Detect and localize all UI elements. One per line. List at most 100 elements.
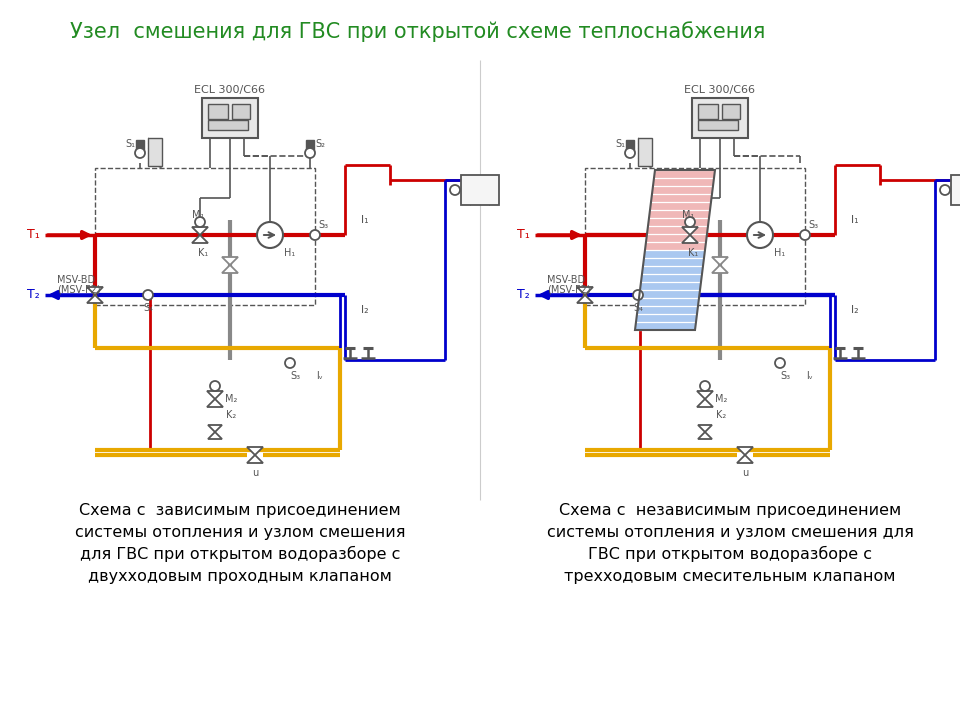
Text: Узел  смешения для ГВС при открытой схеме теплоснабжения: Узел смешения для ГВС при открытой схеме…: [70, 22, 765, 42]
Polygon shape: [247, 447, 263, 455]
Circle shape: [135, 148, 145, 158]
Text: u: u: [742, 468, 748, 478]
Circle shape: [143, 290, 153, 300]
Text: Схема с  зависимым присоединением: Схема с зависимым присоединением: [79, 503, 401, 518]
Bar: [461, 175, 499, 205]
Bar: [148, 138, 162, 166]
Text: T₂: T₂: [517, 289, 530, 302]
Text: M₂: M₂: [715, 394, 727, 404]
Bar: [722, 104, 740, 119]
Text: K₂: K₂: [716, 410, 726, 420]
Text: lᵥ: lᵥ: [806, 371, 813, 381]
Text: u: u: [252, 468, 258, 478]
Polygon shape: [207, 399, 223, 407]
Text: M₁: M₁: [682, 210, 694, 220]
Text: для ГВС при открытом водоразборе с: для ГВС при открытом водоразборе с: [80, 546, 400, 562]
Bar: [698, 120, 738, 130]
Circle shape: [940, 185, 950, 195]
Text: M₂: M₂: [225, 394, 237, 404]
Circle shape: [195, 217, 205, 227]
Circle shape: [625, 148, 635, 158]
Polygon shape: [207, 391, 223, 399]
Polygon shape: [87, 295, 103, 303]
Bar: [638, 138, 652, 166]
Circle shape: [285, 358, 295, 368]
Text: K₂: K₂: [226, 410, 236, 420]
Text: S₃: S₃: [808, 220, 818, 230]
Text: MSV-BD: MSV-BD: [57, 275, 95, 285]
Polygon shape: [697, 399, 713, 407]
Polygon shape: [192, 227, 208, 235]
Text: H₁: H₁: [775, 248, 785, 258]
Bar: [306, 140, 314, 152]
Circle shape: [633, 290, 643, 300]
Text: (MSV-F2): (MSV-F2): [57, 285, 101, 295]
Text: системы отопления и узлом смешения для: системы отопления и узлом смешения для: [546, 524, 913, 539]
Polygon shape: [698, 425, 712, 432]
Text: MSV-BD: MSV-BD: [547, 275, 586, 285]
Text: ECL 300/C66: ECL 300/C66: [195, 85, 266, 95]
Polygon shape: [87, 287, 103, 295]
Text: трехходовым смесительным клапаном: трехходовым смесительным клапаном: [564, 569, 896, 583]
Polygon shape: [682, 235, 698, 243]
Text: T₁: T₁: [27, 228, 40, 241]
Polygon shape: [737, 447, 753, 455]
Bar: [585, 168, 805, 305]
Bar: [136, 140, 144, 152]
Bar: [692, 98, 748, 138]
Polygon shape: [712, 257, 728, 265]
Polygon shape: [682, 227, 698, 235]
Circle shape: [685, 217, 695, 227]
Polygon shape: [645, 170, 715, 250]
Text: T₁: T₁: [517, 228, 530, 241]
Text: S₁: S₁: [615, 139, 625, 149]
Circle shape: [450, 185, 460, 195]
Polygon shape: [712, 265, 728, 273]
Text: T₂: T₂: [27, 289, 40, 302]
Text: l₁: l₁: [852, 215, 859, 225]
Polygon shape: [222, 257, 238, 265]
Polygon shape: [697, 391, 713, 399]
Text: ГВС при открытом водоразборе с: ГВС при открытом водоразборе с: [588, 546, 872, 562]
Polygon shape: [698, 432, 712, 439]
Text: ECL 300/C66: ECL 300/C66: [684, 85, 756, 95]
Text: S₂: S₂: [315, 139, 325, 149]
Text: S₁: S₁: [125, 139, 135, 149]
Bar: [202, 98, 258, 138]
Circle shape: [800, 230, 810, 240]
Circle shape: [747, 222, 773, 248]
Circle shape: [775, 358, 785, 368]
Text: M₁: M₁: [192, 210, 204, 220]
Circle shape: [210, 381, 220, 391]
Text: системы отопления и узлом смешения: системы отопления и узлом смешения: [75, 524, 405, 539]
Bar: [208, 104, 228, 119]
Bar: [626, 140, 634, 152]
Polygon shape: [208, 425, 222, 432]
Text: S₃: S₃: [318, 220, 328, 230]
Text: Схема с  независимым присоединением: Схема с независимым присоединением: [559, 503, 901, 518]
Text: S₄: S₄: [633, 303, 643, 313]
Polygon shape: [247, 455, 263, 463]
Polygon shape: [577, 287, 593, 295]
Text: l₂: l₂: [852, 305, 859, 315]
Circle shape: [310, 230, 320, 240]
Circle shape: [700, 381, 710, 391]
Text: (MSV-F2): (MSV-F2): [547, 285, 590, 295]
Polygon shape: [208, 432, 222, 439]
Text: l₂: l₂: [361, 305, 369, 315]
Text: lᵥ: lᵥ: [317, 371, 324, 381]
Text: K₁: K₁: [198, 248, 208, 258]
Polygon shape: [577, 295, 593, 303]
Bar: [95, 168, 315, 305]
Polygon shape: [635, 250, 705, 330]
Text: H₁: H₁: [284, 248, 296, 258]
Bar: [698, 104, 718, 119]
Text: двухходовым проходным клапаном: двухходовым проходным клапаном: [88, 569, 392, 583]
Polygon shape: [222, 265, 238, 273]
Polygon shape: [737, 455, 753, 463]
Text: l₁: l₁: [361, 215, 369, 225]
Text: S₃: S₃: [290, 371, 300, 381]
Bar: [232, 104, 250, 119]
Bar: [951, 175, 960, 205]
Bar: [208, 120, 248, 130]
